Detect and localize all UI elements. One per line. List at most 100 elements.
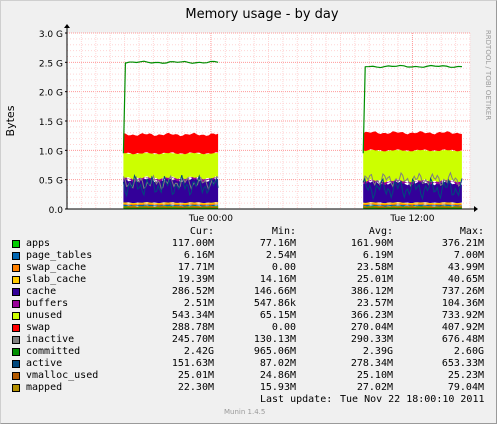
memory-chart: Memory usage - by day Bytes RRDTOOL / TO… <box>4 7 492 224</box>
line-mapped <box>363 205 462 208</box>
rrdtool-watermark: RRDTOOL / TOBI OETIKER <box>484 30 492 120</box>
line-committed <box>125 60 219 64</box>
legend-name: buffers <box>26 298 69 309</box>
line-active <box>122 173 219 198</box>
legend-min: 0.00 <box>271 262 296 273</box>
y-tick-label: 2.0 G <box>39 89 63 99</box>
legend-max: 407.92M <box>441 322 484 333</box>
legend-max: 733.92M <box>441 310 484 321</box>
legend-avg: 25.10M <box>356 370 393 381</box>
legend-max: 40.65M <box>447 274 484 285</box>
legend-cur: 6.16M <box>183 250 214 261</box>
y-tick-label: 0.5 G <box>39 177 63 187</box>
legend-cur: 117.00M <box>171 238 214 249</box>
legend-swatch <box>12 372 20 380</box>
legend-avg: 25.01M <box>356 274 393 285</box>
legend-max: 43.99M <box>447 262 484 273</box>
legend-avg: 290.33M <box>350 334 393 345</box>
legend-cur: 2.42G <box>183 346 214 357</box>
legend-row-swap-cache: swap_cache 17.71M 0.00 23.58M 43.99M <box>12 262 492 274</box>
legend-name: inactive <box>26 334 75 345</box>
area-swap-cache <box>123 203 219 206</box>
legend-row-inactive: inactive 245.70M 130.13M 290.33M 676.48M <box>12 334 492 346</box>
legend-cur: 543.34M <box>171 310 214 321</box>
area-swap <box>123 132 219 155</box>
legend-avg: 386.12M <box>350 286 393 297</box>
legend-cur: 245.70M <box>171 334 214 345</box>
legend-swatch <box>12 312 20 320</box>
legend-name: cache <box>26 286 57 297</box>
legend-min: 2.54M <box>265 250 296 261</box>
legend-swatch <box>12 384 20 392</box>
legend-swatch <box>12 300 20 308</box>
legend-row-page-tables: page_tables 6.16M 2.54M 6.19M 7.00M <box>12 250 492 262</box>
y-tick-labels: 0.0 0.5 G 1.0 G 1.5 G 2.0 G 2.5 G 3.0 G <box>39 30 67 216</box>
y-tick-label: 1.0 G <box>39 147 63 157</box>
legend-swatch <box>12 252 20 260</box>
legend-min: 14.16M <box>259 274 296 285</box>
legend-max: 2.60G <box>453 346 484 357</box>
y-tick-label: 3.0 G <box>39 30 63 40</box>
legend-swatch <box>12 276 20 284</box>
legend-swatch <box>12 288 20 296</box>
legend-avg: 278.34M <box>350 358 393 369</box>
munin-version: Munin 1.4.5 <box>224 408 266 416</box>
legend-cur: 286.52M <box>171 286 214 297</box>
series-lines <box>122 60 463 209</box>
legend-max: 25.23M <box>447 370 484 381</box>
line-vmalloc_used <box>123 206 219 209</box>
legend-min: 15.93M <box>259 382 296 393</box>
y-axis-label: Bytes <box>4 105 17 136</box>
legend-cur: 25.01M <box>177 370 214 381</box>
legend-name: swap_cache <box>26 262 87 273</box>
axes <box>64 24 478 212</box>
legend-max: 676.48M <box>441 334 484 345</box>
legend-cur: 19.39M <box>177 274 214 285</box>
legend-name: mapped <box>26 382 63 393</box>
chart-title: Memory usage - by day <box>185 7 338 22</box>
legend-row-vmalloc-used: vmalloc_used 25.01M 24.86M 25.10M 25.23M <box>12 370 492 382</box>
x-axis-arrow <box>474 206 478 212</box>
line-inactive <box>122 174 219 192</box>
legend-min: 24.86M <box>259 370 296 381</box>
legend-min: 146.66M <box>253 286 296 297</box>
line-committed-rise <box>122 62 127 154</box>
legend-avg: 23.57M <box>356 298 393 309</box>
legend-cur: 2.51M <box>183 298 214 309</box>
legend-swatch <box>12 264 20 272</box>
legend-name: apps <box>26 238 51 249</box>
legend-cur: 288.78M <box>171 322 214 333</box>
legend-cur: 151.63M <box>171 358 214 369</box>
header-cur: Cur: <box>189 226 214 237</box>
legend-row-apps: apps 117.00M 77.16M 161.90M 376.21M <box>12 238 492 250</box>
legend-row-buffers: buffers 2.51M 547.86k 23.57M 104.36M <box>12 298 492 310</box>
legend-row-swap: swap 288.78M 0.00 270.04M 407.92M <box>12 322 492 334</box>
header-max: Max: <box>459 226 484 237</box>
legend-avg: 270.04M <box>350 322 393 333</box>
legend-max: 7.00M <box>453 250 484 261</box>
legend-name: unused <box>26 310 63 321</box>
legend-swatch <box>12 240 20 248</box>
area-cache <box>363 179 462 204</box>
legend-avg: 27.02M <box>356 382 393 393</box>
legend-row-slab-cache: slab_cache 19.39M 14.16M 25.01M 40.65M <box>12 274 492 286</box>
legend-max: 79.04M <box>447 382 484 393</box>
area-page-tables <box>363 204 462 207</box>
area-unused <box>363 149 462 183</box>
legend-header: Cur: Min: Avg: Max: <box>12 226 492 238</box>
grid-lines <box>67 32 471 209</box>
line-active <box>362 177 463 201</box>
y-tick-label: 2.5 G <box>39 59 63 69</box>
legend-cur: 17.71M <box>177 262 214 273</box>
legend-min: 130.13M <box>253 334 296 345</box>
legend-avg: 23.58M <box>356 262 393 273</box>
legend-name: page_tables <box>26 250 93 261</box>
legend-swatch <box>12 360 20 368</box>
x-tick-labels: Tue 00:00 Tue 12:00 <box>188 214 435 224</box>
legend-row-cache: cache 286.52M 146.66M 386.12M 737.26M <box>12 286 492 298</box>
x-tick-label: Tue 12:00 <box>389 214 434 224</box>
header-min: Min: <box>271 226 296 237</box>
legend-min: 0.00 <box>271 322 296 333</box>
legend-max: 653.33M <box>441 358 484 369</box>
legend-avg: 2.39G <box>362 346 393 357</box>
